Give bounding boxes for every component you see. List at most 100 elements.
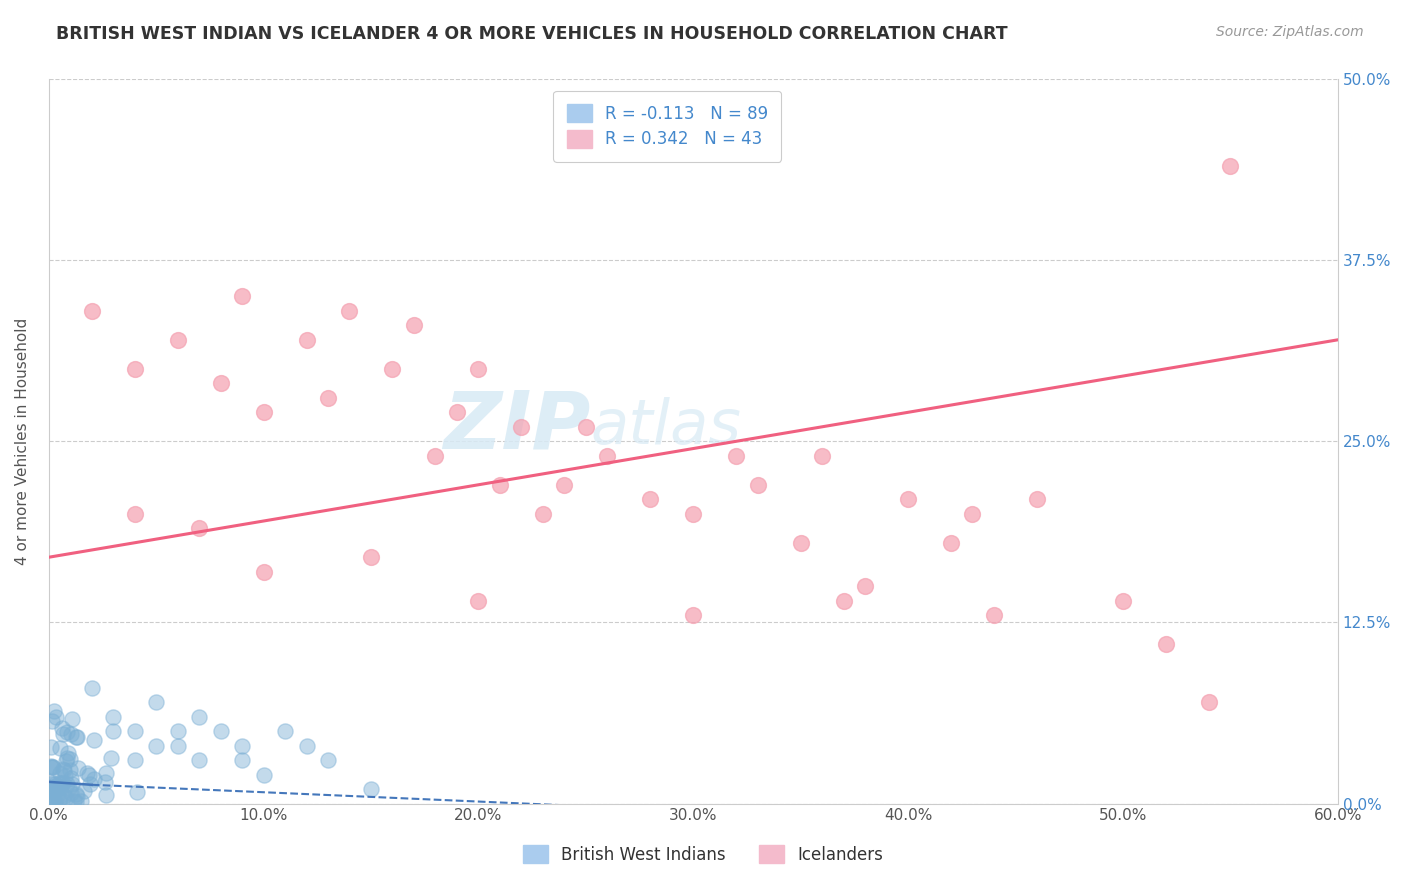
Point [63,794,86,808]
Point [39,780,62,794]
Point [77,768,100,782]
Point [62,712,84,726]
Point [83,772,105,787]
Point [188,753,211,767]
Point [51,721,73,735]
Point [65,795,87,809]
Point [52,776,75,790]
Point [56,746,79,760]
Point [124,507,146,521]
Point [402,318,425,333]
Point [59,786,82,800]
Point [39,740,62,755]
Point [96,766,118,780]
Point [45,788,67,802]
Point [575,419,598,434]
Point [49,780,72,795]
Point [832,593,855,607]
Point [209,724,232,739]
Point [51,775,73,789]
Point [295,739,318,753]
Point [682,507,704,521]
Point [188,709,211,723]
Point [360,550,382,565]
Point [59,764,82,778]
Point [66,730,89,744]
Point [124,724,146,739]
Point [94,789,117,803]
Point [316,391,339,405]
Point [339,304,361,318]
Point [124,753,146,767]
Point [252,767,274,781]
Point [49,788,72,802]
Point [52,762,75,776]
Point [65,787,87,801]
Text: BRITISH WEST INDIAN VS ICELANDER 4 OR MORE VEHICLES IN HOUSEHOLD CORRELATION CHA: BRITISH WEST INDIAN VS ICELANDER 4 OR MO… [56,25,1008,43]
Point [1219,159,1241,173]
Point [44,783,66,797]
Point [510,419,533,434]
Point [145,695,167,709]
Point [747,477,769,491]
Point [56,776,79,790]
Point [70,794,93,808]
Point [725,449,748,463]
Point [811,449,834,463]
Point [53,763,76,777]
Point [39,794,62,808]
Point [73,784,96,798]
Point [209,376,232,391]
Point [274,724,297,739]
Point [166,333,188,347]
Point [44,795,66,809]
Point [638,492,661,507]
Point [80,304,103,318]
Legend: British West Indians, Icelanders: British West Indians, Icelanders [516,838,890,871]
Point [67,761,90,775]
Point [145,739,167,753]
Point [531,507,554,521]
Point [295,333,318,347]
Point [962,507,984,521]
Point [596,449,619,463]
Point [188,521,211,535]
Point [381,361,404,376]
Point [789,535,811,549]
Text: atlas: atlas [591,397,741,457]
Point [682,608,704,623]
Point [41,760,63,774]
Point [42,704,65,718]
Point [53,789,76,804]
Point [467,361,489,376]
Point [1154,637,1177,651]
Point [83,733,105,747]
Point [93,774,115,789]
Point [48,741,70,756]
Point [39,758,62,772]
Point [44,777,66,791]
Point [41,795,63,809]
Point [66,789,89,804]
Point [125,785,148,799]
Point [41,775,63,789]
Point [39,790,62,805]
Point [60,726,83,740]
Point [166,724,188,739]
Point [79,777,101,791]
Point [41,784,63,798]
Point [489,477,512,491]
Y-axis label: 4 or more Vehicles in Household: 4 or more Vehicles in Household [15,318,30,565]
Point [53,769,76,783]
Point [59,752,82,766]
Point [39,788,62,802]
Point [231,739,253,753]
Point [48,776,70,790]
Point [44,710,66,724]
Point [897,492,920,507]
Point [62,777,84,791]
Point [76,766,98,780]
Point [103,709,125,723]
Point [553,477,575,491]
Text: Source: ZipAtlas.com: Source: ZipAtlas.com [1216,25,1364,39]
